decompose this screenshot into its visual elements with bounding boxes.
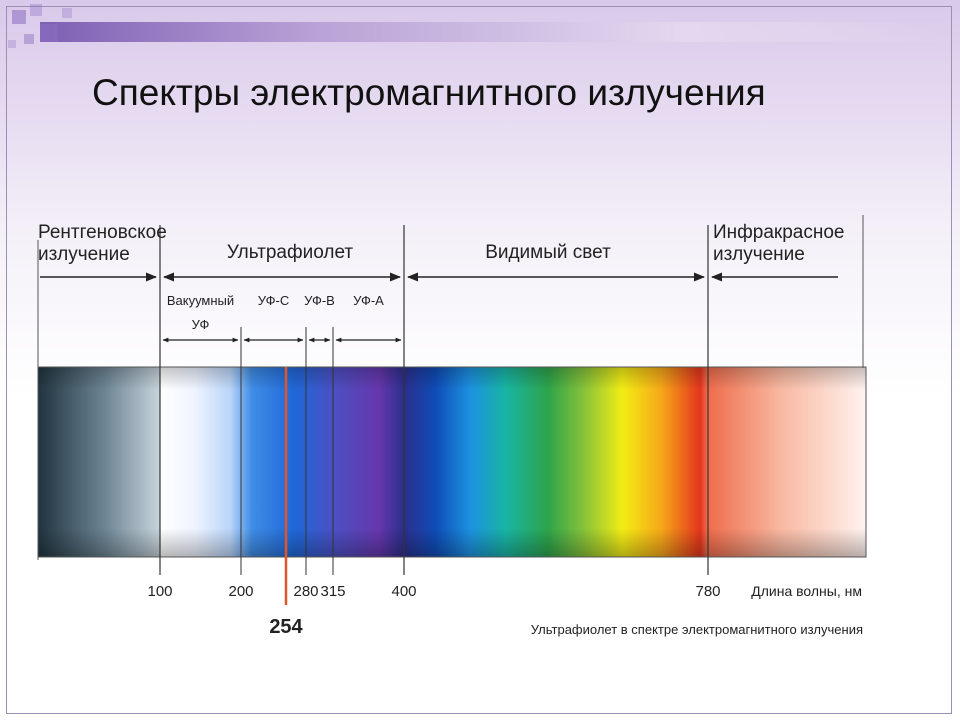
axis-label: Длина волны, нм	[751, 583, 862, 599]
band-label-visible: Видимый свет	[485, 242, 611, 263]
subrange-label-uvb: УФ-В	[304, 293, 335, 308]
highlight-label-254: 254	[269, 616, 303, 638]
decorative-square	[12, 10, 26, 24]
decorative-square	[40, 24, 58, 42]
diagram-caption: Ультрафиолет в спектре электромагнитного…	[531, 622, 863, 637]
subrange-label-uvc: УФ-С	[258, 293, 289, 308]
spectrum-shading	[38, 367, 866, 557]
tick-label-100: 100	[147, 583, 172, 600]
band-label-infrared: Инфракрасное излучение	[713, 222, 845, 265]
slide-title: Спектры электромагнитного излучения	[92, 72, 766, 113]
tick-label-315: 315	[320, 583, 345, 600]
tick-label-400: 400	[391, 583, 416, 600]
subrange-label-vacuum-uv: Вакуумный УФ	[167, 293, 234, 332]
tick-label-200: 200	[228, 583, 253, 600]
decorative-header-bar	[40, 22, 960, 42]
decorative-square	[8, 40, 16, 48]
decorative-square	[30, 4, 42, 16]
tick-label-780: 780	[695, 583, 720, 600]
decorative-square	[62, 8, 72, 18]
decorative-square	[24, 34, 34, 44]
subrange-label-uva: УФ-А	[353, 293, 384, 308]
tick-label-280: 280	[293, 583, 318, 600]
band-label-xray: Рентгеновское излучение	[38, 222, 167, 265]
band-label-uv: Ультрафиолет	[227, 242, 354, 263]
